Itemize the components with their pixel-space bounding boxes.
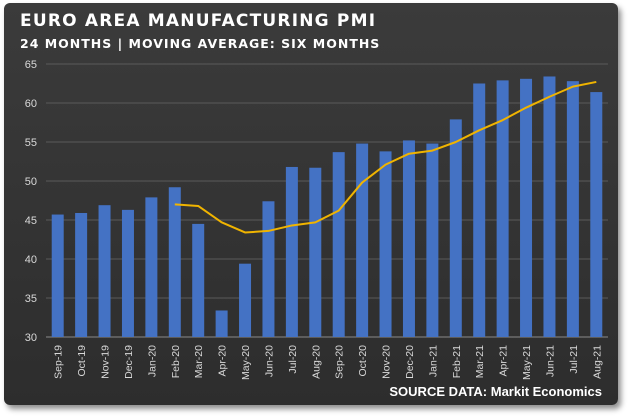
bar-apr-21: [496, 80, 509, 337]
x-tick-label: May-20: [240, 345, 252, 380]
x-tick-label: Dec-19: [123, 345, 135, 379]
chart-title: EURO AREA MANUFACTURING PMI: [20, 11, 377, 31]
x-tick-label: Aug-20: [310, 345, 322, 379]
x-tick-label: Jun-20: [263, 345, 275, 377]
bar-aug-20: [309, 167, 322, 337]
y-tick-label: 55: [25, 137, 37, 149]
bar-dec-19: [121, 209, 134, 337]
x-tick-label: Apr-20: [217, 345, 229, 377]
source-note: SOURCE DATA: Markit Economics: [389, 384, 602, 399]
x-tick-label: Dec-20: [404, 345, 416, 379]
bar-may-21: [520, 78, 533, 337]
x-tick-label: Oct-19: [76, 345, 88, 377]
bar-apr-20: [215, 310, 228, 337]
y-tick-label: 60: [25, 98, 37, 110]
bar-jul-20: [285, 166, 298, 337]
x-tick-label: Nov-19: [100, 345, 112, 379]
x-tick-label: May-21: [521, 345, 533, 380]
bar-sep-19: [51, 214, 64, 337]
bar-jan-21: [426, 143, 439, 337]
bar-aug-21: [590, 92, 603, 337]
x-tick-label: Jul-20: [287, 345, 299, 374]
bar-nov-19: [98, 205, 111, 337]
y-tick-label: 30: [25, 332, 37, 344]
chart-plot: 30 35 40 45 50 55 60 65 Sep-19 Oct-19 Nov-19 Dec-1…: [25, 59, 608, 380]
bar-oct-20: [356, 143, 369, 337]
x-tick-label: Oct-20: [357, 345, 369, 377]
bar-jun-21: [543, 76, 556, 337]
x-tick-label: Sep-20: [334, 345, 346, 379]
x-tick-label: Mar-20: [193, 345, 205, 378]
x-tick-label: Jun-21: [544, 345, 556, 377]
bar-feb-21: [449, 119, 462, 337]
bar-sep-20: [332, 152, 345, 337]
x-tick-label: Feb-20: [170, 345, 182, 378]
y-tick-label: 40: [25, 254, 37, 266]
moving-average-line: [174, 80, 597, 234]
x-tick-label: Jan-20: [146, 345, 158, 377]
bar-jul-21: [566, 81, 579, 337]
y-tick-label: 45: [25, 215, 37, 227]
bar-nov-20: [379, 151, 392, 337]
chart-subtitle: 24 MONTHS | MOVING AVERAGE: SIX MONTHS: [20, 36, 381, 51]
chart-card: EURO AREA MANUFACTURING PMI 24 MONTHS | …: [4, 3, 618, 405]
x-tick-label: Feb-21: [451, 345, 463, 378]
bar-dec-20: [402, 140, 415, 337]
bar-feb-20: [168, 187, 181, 337]
x-tick-label: Nov-20: [381, 345, 393, 379]
bar-jan-20: [145, 197, 158, 337]
bar-oct-19: [75, 212, 88, 337]
x-tick-label: Jan-21: [427, 345, 439, 377]
bar-may-20: [239, 263, 252, 337]
x-tick-label: Sep-19: [53, 345, 65, 379]
bar-mar-21: [473, 83, 486, 337]
y-tick-label: 65: [25, 59, 37, 71]
x-tick-label: Jul-21: [568, 345, 580, 374]
x-tick-label: Aug-21: [591, 345, 603, 379]
x-tick-label: Apr-21: [498, 345, 510, 377]
y-tick-label: 50: [25, 176, 37, 188]
bar-jun-20: [262, 201, 275, 337]
bar-mar-20: [192, 223, 205, 337]
y-tick-label: 35: [25, 293, 37, 305]
x-tick-label: Mar-21: [474, 345, 486, 378]
